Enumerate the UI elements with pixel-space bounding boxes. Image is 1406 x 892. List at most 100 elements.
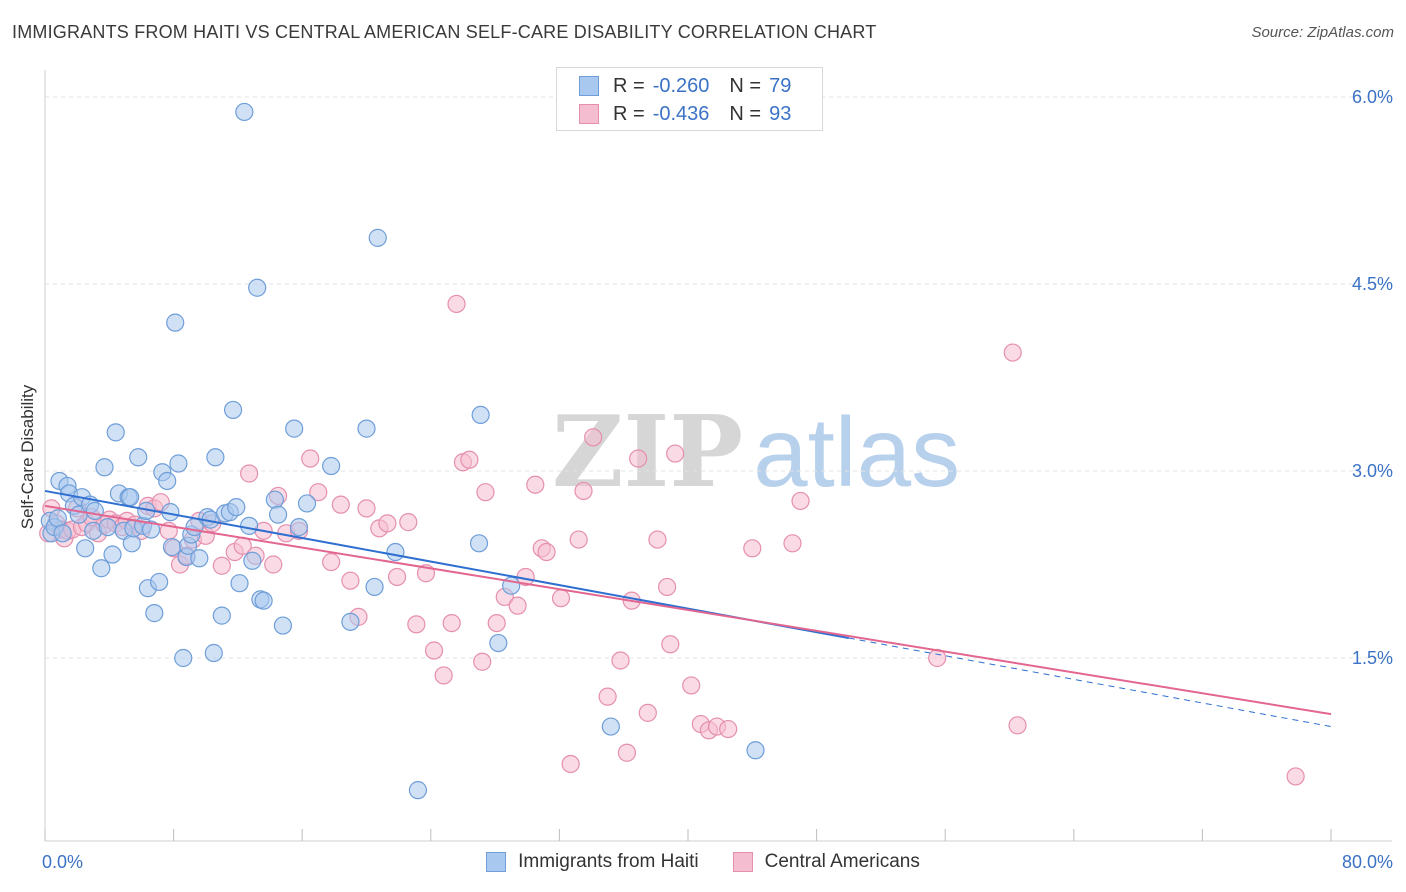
central-point <box>551 589 571 608</box>
haiti-point <box>162 537 182 557</box>
central-point <box>434 666 453 685</box>
y-tick-label: 6.0% <box>1352 87 1393 107</box>
haiti-point <box>322 456 341 476</box>
haiti-point <box>285 419 304 438</box>
haiti-point <box>145 604 164 623</box>
haiti-point <box>601 717 620 736</box>
haiti-point <box>469 534 489 553</box>
y-axis-label: Self-Care Disability <box>18 384 37 530</box>
central-trend-line <box>44 504 1332 716</box>
central-point <box>447 294 466 314</box>
central-point <box>611 651 630 670</box>
gridlines <box>45 96 1392 659</box>
haiti-point <box>223 400 243 420</box>
haiti-swatch <box>579 76 599 96</box>
haiti-point <box>341 612 360 631</box>
central-point <box>648 530 667 549</box>
central-point <box>399 513 418 532</box>
central-point <box>487 613 506 633</box>
central-point <box>341 571 360 590</box>
n-label: N = <box>729 102 762 125</box>
haiti-point <box>268 505 288 524</box>
trend-lines <box>44 489 1332 728</box>
haiti-point <box>212 606 231 625</box>
r-label: R = <box>613 102 645 125</box>
haiti-point <box>235 102 254 122</box>
x-axis-min-label: 0.0% <box>42 852 84 872</box>
central-point <box>569 530 588 549</box>
haiti-point <box>121 488 140 507</box>
r-value: -0.260 <box>652 74 710 97</box>
central-point <box>357 499 376 518</box>
haiti-swatch <box>486 852 507 872</box>
r-label: R = <box>613 74 645 97</box>
haiti-point <box>746 741 765 760</box>
central-point <box>212 556 231 575</box>
haiti-point <box>240 516 259 535</box>
haiti-point <box>103 545 122 564</box>
central-point <box>378 514 397 533</box>
central-point <box>783 534 802 553</box>
haiti-point <box>368 228 387 247</box>
haiti-trend-extension <box>848 637 1332 728</box>
central-point <box>617 743 637 762</box>
central-point <box>598 687 617 706</box>
central-point <box>309 483 328 502</box>
central-point <box>1003 343 1022 362</box>
y-tick-labels: 1.5% 3.0% 4.5% 6.0% <box>1352 87 1393 668</box>
haiti-point <box>95 458 114 477</box>
central-point <box>629 449 648 468</box>
x-axis-max-label: 80.0% <box>1341 852 1393 872</box>
haiti-point <box>243 551 262 570</box>
central-point <box>407 615 426 634</box>
haiti-points <box>40 102 765 800</box>
y-tick-label: 1.5% <box>1352 648 1393 668</box>
legend-row-haiti: R = -0.260 N = 79 <box>579 74 791 98</box>
source-credit: Source: ZipAtlas.com <box>1251 24 1394 41</box>
central-point <box>791 491 810 511</box>
legend-label-central: Central Americans <box>764 851 920 872</box>
haiti-point <box>386 542 405 562</box>
haiti-point <box>206 448 225 467</box>
haiti-point <box>204 643 223 663</box>
central-point <box>424 641 444 660</box>
r-value: -0.436 <box>652 102 710 125</box>
central-point <box>264 555 283 574</box>
central-point <box>561 754 580 774</box>
haiti-point <box>365 577 384 597</box>
haiti-point <box>357 419 376 438</box>
legend-row-central: R = -0.436 N = 93 <box>579 102 791 126</box>
haiti-point <box>158 471 177 491</box>
haiti-point <box>106 423 125 442</box>
haiti-point <box>141 520 161 539</box>
series-legend: Immigrants from Haiti Central Americans <box>0 851 1406 873</box>
central-point <box>658 577 677 597</box>
haiti-point <box>489 633 508 653</box>
central-point <box>719 719 738 739</box>
central-point <box>537 542 556 562</box>
central-point <box>473 652 492 671</box>
legend-label-haiti: Immigrants from Haiti <box>518 851 699 872</box>
haiti-point <box>76 539 95 558</box>
central-point <box>584 428 603 447</box>
haiti-point <box>273 616 293 635</box>
y-tick-label: 4.5% <box>1352 274 1393 294</box>
central-swatch <box>579 104 599 124</box>
haiti-point <box>85 501 104 520</box>
y-tick-label: 3.0% <box>1352 461 1393 481</box>
n-value: 79 <box>769 74 792 97</box>
central-point <box>508 596 527 615</box>
haiti-point <box>230 574 249 593</box>
central-point <box>322 552 341 572</box>
legend-item-haiti[interactable]: Immigrants from Haiti <box>486 851 699 873</box>
n-value: 93 <box>769 102 792 125</box>
central-point <box>638 703 657 722</box>
central-point <box>1008 716 1027 735</box>
legend-item-central[interactable]: Central Americans <box>732 851 920 873</box>
haiti-point <box>297 494 317 513</box>
central-point <box>1286 767 1305 786</box>
haiti-point <box>166 313 185 332</box>
haiti-point <box>289 517 309 537</box>
haiti-point <box>190 549 209 568</box>
